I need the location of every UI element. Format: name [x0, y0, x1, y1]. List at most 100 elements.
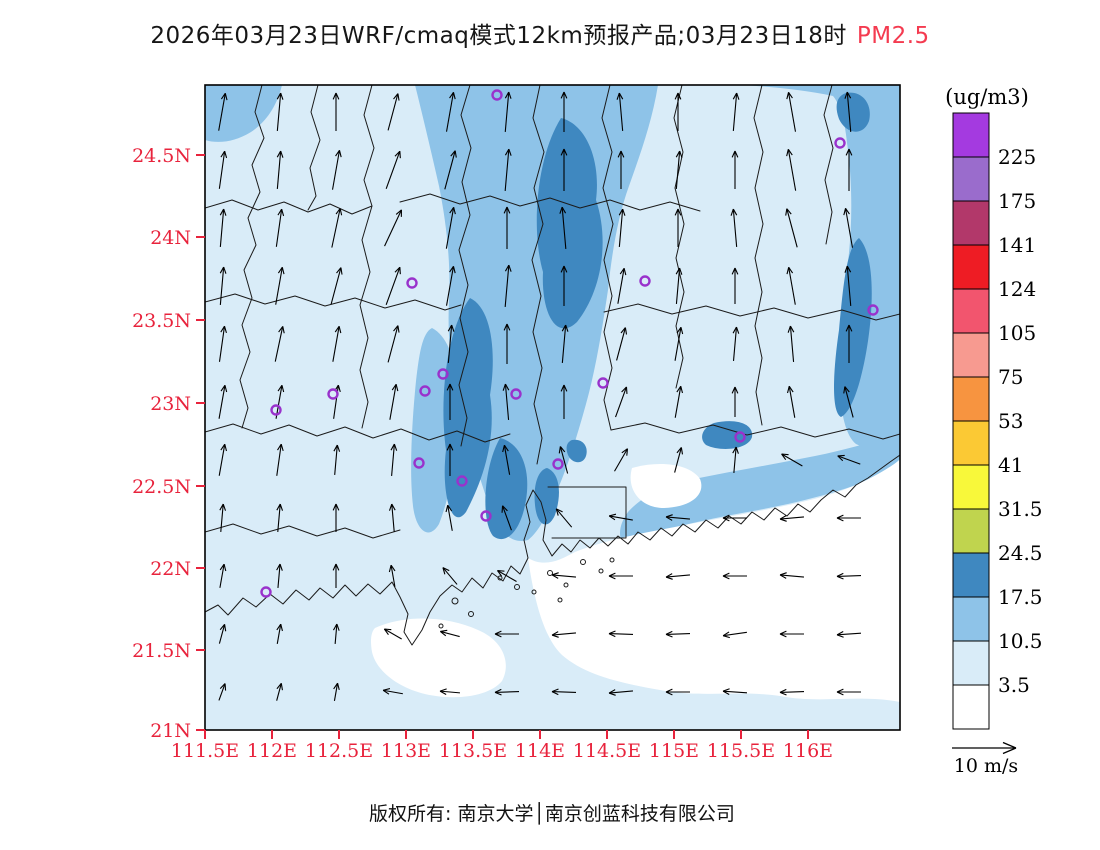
- wind-arrow: [330, 267, 343, 305]
- white-region-east-of-estuary: [630, 463, 702, 508]
- wind-arrow: [331, 149, 342, 190]
- lat-label: 24N: [150, 227, 191, 249]
- wind-arrow: [781, 453, 803, 467]
- coastline: [205, 454, 900, 646]
- wind-arrow: [502, 383, 510, 420]
- white-region-bottom-center: [371, 618, 506, 698]
- wind-arrow: [779, 688, 805, 696]
- pm25-fill-dark-central-spine: [536, 118, 603, 329]
- wind-arrow: [608, 630, 634, 638]
- wind-arrow: [383, 628, 402, 640]
- station-markers: [260, 89, 879, 598]
- reference-arrow-head-icon: [1002, 741, 1017, 755]
- colorbar-boundary-label: 53: [998, 409, 1023, 433]
- station-marker: [867, 304, 879, 316]
- wind-arrow: [555, 508, 573, 528]
- station-marker: [639, 275, 651, 287]
- lat-label: 21N: [150, 720, 191, 742]
- lon-label: 114.5E: [573, 740, 641, 762]
- wind-arrow: [560, 384, 568, 419]
- lon-label: 112.5E: [305, 740, 373, 762]
- wind-arrow: [722, 631, 747, 639]
- map-fill-layers: [205, 85, 900, 730]
- wind-arrow: [332, 325, 342, 362]
- wind-arrow: [385, 266, 401, 305]
- wind-arrow: [779, 572, 805, 579]
- lon-label: 113E: [381, 740, 431, 762]
- wind-arrow: [447, 324, 455, 363]
- colorbar-boundary-label: 17.5: [998, 585, 1043, 609]
- colorbar-cell: [952, 420, 990, 466]
- station-marker: [456, 475, 468, 487]
- colorbar-boundary-label: 175: [998, 189, 1036, 213]
- wind-arrow: [446, 443, 454, 476]
- pm25-fill-dark-estuary-a: [485, 438, 528, 540]
- wind-arrow: [445, 207, 456, 249]
- colorbar-boundary-label: 31.5: [998, 497, 1043, 521]
- wind-arrow: [384, 209, 403, 247]
- title-pollutant-label: PM2.5: [857, 23, 930, 49]
- wind-arrow: [722, 688, 748, 695]
- colorbar-boundary-label: 10.5: [998, 629, 1043, 653]
- wind-arrow: [276, 92, 284, 131]
- wind-arrow: [219, 208, 227, 247]
- wind-arrow: [836, 631, 862, 638]
- wind-arrow: [731, 386, 739, 417]
- station-marker: [413, 457, 425, 469]
- wind-arrow: [837, 454, 861, 465]
- wind-arrow: [559, 206, 567, 249]
- wind-arrow: [494, 630, 519, 638]
- wind-arrow: [616, 327, 628, 361]
- colorbar-cell: [952, 288, 990, 334]
- lon-label: 111.5E: [171, 740, 239, 762]
- admin-boundaries: [205, 85, 900, 646]
- colorbar-cell: [952, 684, 990, 730]
- lat-label: 24.5N: [132, 145, 191, 167]
- wind-arrow: [551, 688, 577, 696]
- wind-arrow: [332, 503, 340, 532]
- wind-arrow: [387, 325, 400, 363]
- colorbar-boundary-label: 24.5: [998, 541, 1043, 565]
- lat-label: 22.5N: [132, 476, 191, 498]
- wind-arrow: [674, 385, 684, 418]
- wind-arrow: [276, 623, 283, 644]
- wind-arrow: [275, 384, 285, 419]
- lat-label: 22N: [150, 558, 191, 580]
- wind-arrow: [446, 383, 454, 420]
- wind-vector-field: [218, 91, 862, 701]
- wind-arrow: [608, 572, 633, 580]
- wind-arrow: [732, 92, 740, 131]
- lon-label: 113.5E: [439, 740, 507, 762]
- wind-arrow: [730, 208, 738, 247]
- station-marker: [270, 404, 282, 416]
- wind-arrow: [786, 149, 797, 191]
- colorbar-cell: [952, 112, 990, 158]
- wind-arrow: [274, 326, 285, 362]
- wind-arrow: [675, 267, 683, 304]
- wind-arrow: [722, 572, 747, 580]
- wind-arrow: [333, 444, 341, 475]
- wind-arrow: [779, 630, 804, 638]
- colorbar-cell: [952, 200, 990, 246]
- colorbar-boundary-label: 225: [998, 145, 1036, 169]
- wind-arrow: [275, 266, 285, 305]
- sea-white-region: [528, 460, 900, 702]
- wind-arrow: [836, 514, 861, 522]
- wind-arrow: [845, 148, 853, 191]
- wind-arrow: [445, 504, 453, 531]
- wind-arrow: [560, 148, 568, 191]
- wind-arrow: [504, 148, 512, 191]
- wind-arrow: [219, 503, 227, 532]
- wind-arrow: [218, 384, 228, 419]
- wind-arrow: [722, 514, 747, 522]
- pm25-fill-dark-small-spot: [566, 439, 587, 463]
- colorbar-boundary-label: 75: [998, 365, 1023, 389]
- wind-arrow: [442, 567, 458, 585]
- wind-arrow: [504, 91, 512, 132]
- lon-label: 114E: [515, 740, 565, 762]
- wind-arrow: [560, 91, 568, 132]
- wind-arrow: [786, 266, 796, 305]
- wind-arrow: [275, 208, 285, 247]
